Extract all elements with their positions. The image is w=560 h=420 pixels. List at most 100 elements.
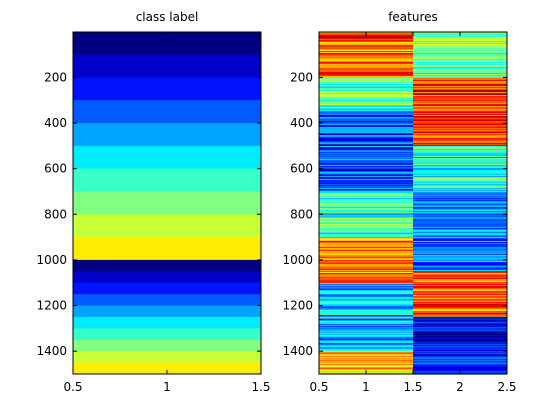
heatmap-cell: [413, 340, 507, 342]
heatmap-cell: [413, 129, 507, 132]
heatmap-cell: [413, 294, 507, 297]
y-tick-label: 1400: [282, 344, 313, 358]
heatmap-cell: [413, 334, 507, 337]
heatmap-cell: [319, 144, 413, 146]
heatmap-cell: [319, 42, 413, 44]
heatmap-cell: [319, 116, 413, 119]
heatmap-cell: [319, 365, 413, 367]
heatmap-cell: [413, 300, 507, 302]
heatmap-cell: [413, 287, 507, 290]
heatmap-cell: [319, 197, 413, 199]
heatmap-cell: [413, 201, 507, 204]
heatmap-cell: [319, 49, 413, 51]
heatmap-cell: [319, 164, 413, 166]
heatmap-cell: [319, 283, 413, 286]
heatmap-band: [73, 100, 261, 124]
heatmap-cell: [413, 208, 507, 210]
heatmap-cell: [413, 75, 507, 78]
heatmap-cell: [319, 233, 413, 236]
heatmap-cell: [413, 209, 507, 212]
heatmap-cell: [413, 60, 507, 62]
heatmap-cell: [413, 188, 507, 191]
heatmap-cell: [319, 90, 413, 92]
heatmap-cell: [319, 52, 413, 55]
heatmap-cell: [319, 288, 413, 290]
heatmap-cell: [319, 355, 413, 358]
heatmap-cell: [413, 142, 507, 144]
heatmap-cell: [319, 191, 413, 194]
heatmap-cell: [319, 345, 413, 348]
heatmap-cell: [413, 290, 507, 292]
heatmap-cell: [319, 62, 413, 64]
heatmap-cell: [413, 152, 507, 154]
heatmap-cell: [413, 79, 507, 81]
heatmap-cell: [413, 272, 507, 274]
heatmap-cell: [319, 293, 413, 296]
heatmap-cell: [319, 53, 413, 56]
heatmap-cell: [319, 39, 413, 41]
heatmap-cell: [319, 84, 413, 87]
heatmap-cell: [319, 358, 413, 361]
heatmap-cell: [413, 191, 507, 194]
heatmap-cell: [319, 316, 413, 319]
heatmap-cell: [319, 305, 413, 308]
heatmap-cell: [319, 270, 413, 272]
heatmap-cell: [319, 160, 413, 163]
heatmap-cell: [413, 243, 507, 246]
heatmap-cell: [319, 51, 413, 53]
heatmap-cell: [413, 189, 507, 192]
heatmap-cell: [319, 325, 413, 328]
heatmap-cell: [413, 162, 507, 165]
heatmap-cell: [413, 73, 507, 75]
heatmap-cell: [413, 159, 507, 162]
heatmap-cell: [319, 180, 413, 183]
heatmap-cell: [413, 143, 507, 145]
heatmap-cell: [319, 362, 413, 364]
heatmap-cell: [319, 229, 413, 231]
heatmap-band: [73, 339, 261, 352]
heatmap-cell: [319, 349, 413, 352]
heatmap-cell: [413, 43, 507, 46]
heatmap-cell: [319, 251, 413, 254]
heatmap-cell: [413, 275, 507, 278]
heatmap-cell: [413, 115, 507, 118]
heatmap-cell: [319, 73, 413, 75]
heatmap-cell: [413, 105, 507, 107]
heatmap-cell: [319, 280, 413, 282]
heatmap-cell: [413, 366, 507, 368]
heatmap-cell: [319, 207, 413, 209]
heatmap-cell: [413, 319, 507, 321]
heatmap-cell: [413, 282, 507, 284]
heatmap-cell: [413, 63, 507, 65]
heatmap-cell: [319, 245, 413, 248]
heatmap-cell: [319, 282, 413, 285]
heatmap-cell: [319, 249, 413, 251]
heatmap-cell: [319, 86, 413, 89]
heatmap-cell: [413, 194, 507, 196]
heatmap-cell: [413, 260, 507, 262]
heatmap-cell: [413, 63, 507, 66]
heatmap-cell: [319, 366, 413, 369]
heatmap-cell: [413, 343, 507, 345]
heatmap-cell: [413, 251, 507, 254]
heatmap-cell: [319, 104, 413, 106]
heatmap-cell: [319, 125, 413, 127]
heatmap-cell: [319, 153, 413, 155]
heatmap-cell: [319, 222, 413, 225]
heatmap-cell: [319, 255, 413, 258]
heatmap-cell: [413, 230, 507, 233]
heatmap-cell: [319, 182, 413, 185]
heatmap-cell: [319, 61, 413, 63]
heatmap-cell: [413, 264, 507, 267]
heatmap-cell: [319, 48, 413, 50]
heatmap-cell: [413, 299, 507, 301]
heatmap-band: [73, 191, 261, 215]
heatmap-cell: [319, 43, 413, 46]
heatmap-cell: [413, 222, 507, 225]
heatmap-band: [73, 77, 261, 101]
y-tick-label: 400: [44, 116, 67, 130]
heatmap-cell: [413, 345, 507, 347]
heatmap-cell: [413, 230, 507, 232]
heatmap-cell: [319, 223, 413, 226]
heatmap-cell: [319, 257, 413, 259]
